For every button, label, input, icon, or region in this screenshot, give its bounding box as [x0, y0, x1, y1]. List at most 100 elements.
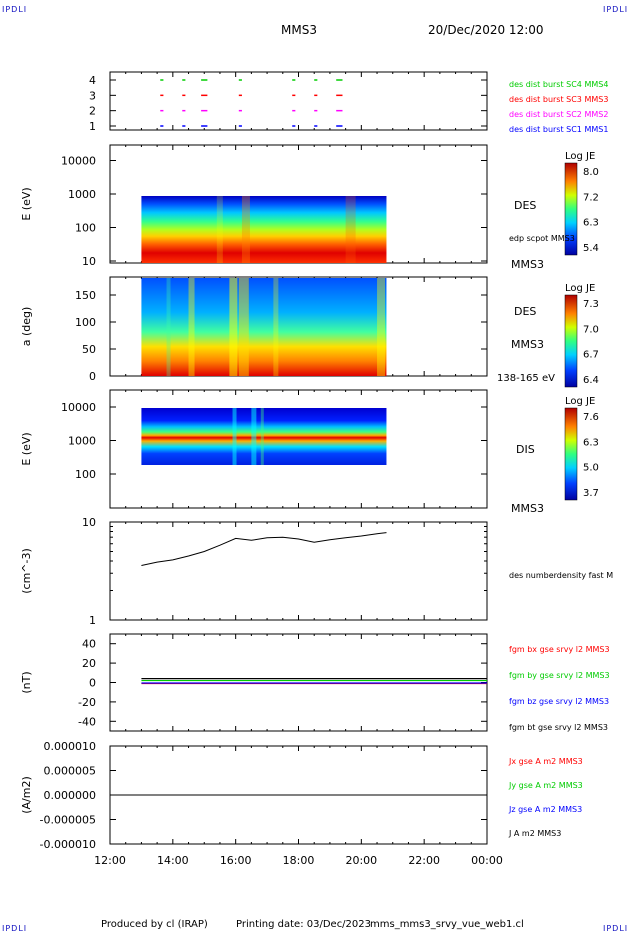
corner-mark-top-left: IPDLI — [2, 5, 28, 14]
footer-produced: Produced by cl (IRAP) — [101, 919, 208, 930]
field-legend-entry: fgm bt gse srvy l2 MMS3 — [509, 723, 608, 732]
page-datetime: 20/Dec/2020 12:00 — [428, 23, 544, 37]
panel-label: DES — [514, 305, 536, 318]
spectrogram-streak — [188, 278, 195, 376]
y-tick-label: 3 — [89, 89, 96, 102]
y-tick-label: 0 — [89, 677, 96, 690]
y-tick-label: 10000 — [61, 155, 96, 168]
spectrogram-image — [141, 278, 387, 376]
x-tick-label: 12:00 — [94, 854, 126, 867]
colorbar-tick-label: 5.0 — [583, 463, 599, 474]
spectrogram-image — [141, 196, 387, 263]
spacecraft-label: MMS3 — [511, 338, 544, 351]
footer-filename: mms_mms3_srvy_vue_web1.cl — [370, 919, 524, 930]
corner-mark-bottom-right: IPDLI — [603, 924, 629, 933]
corner-mark-top-right: IPDLI — [603, 5, 629, 14]
y-tick-label: 10000 — [61, 401, 96, 414]
burst-legend-entry: des dist burst SC3 MMS3 — [509, 95, 608, 104]
y-tick-label: 100 — [75, 222, 96, 235]
y-axis-label: (A/m2) — [20, 776, 33, 814]
colorbar-title: Log JE — [565, 396, 595, 407]
y-axis-label: (nT) — [20, 671, 33, 693]
colorbar — [564, 407, 578, 501]
y-tick-label: 10 — [82, 516, 96, 529]
y-tick-label: 100 — [75, 468, 96, 481]
footer-printing-date: Printing date: 03/Dec/2023 — [236, 919, 372, 930]
spectrogram-streak — [345, 196, 356, 263]
colorbar-tick-label: 5.4 — [583, 243, 599, 254]
spectrogram-streak — [232, 408, 237, 465]
colorbar — [564, 294, 578, 388]
y-tick-label: 150 — [75, 289, 96, 302]
y-axis-label: E (eV) — [20, 187, 33, 220]
panel-frame-4 — [109, 521, 488, 621]
y-tick-label: 1000 — [68, 435, 96, 448]
x-tick-label: 22:00 — [408, 854, 440, 867]
y-tick-label: 100 — [75, 316, 96, 329]
colorbar-tick-label: 7.2 — [583, 192, 599, 203]
y-axis-label: (cm^-3) — [20, 548, 33, 594]
panel-annotation: edp scpot MMS3 — [509, 234, 575, 243]
field-legend-entry: fgm bz gse srvy l2 MMS3 — [509, 697, 609, 706]
y-tick-label: 0 — [89, 370, 96, 383]
y-tick-label: -20 — [78, 696, 96, 709]
panel-label: DIS — [516, 443, 535, 456]
burst-legend-entry: des dist burst SC4 MMS4 — [509, 80, 608, 89]
field-legend-entry: fgm bx gse srvy l2 MMS3 — [509, 645, 610, 654]
spectrogram-image — [141, 408, 387, 465]
corner-mark-bottom-left: IPDLI — [2, 924, 28, 933]
colorbar-tick-label: 7.3 — [583, 299, 599, 310]
spectrogram-streak — [238, 278, 249, 376]
colorbar-tick-label: 8.0 — [583, 167, 599, 178]
y-tick-label: 40 — [82, 638, 96, 651]
density-line — [141, 532, 387, 566]
series-label: des numberdensity fast M — [509, 571, 613, 580]
y-tick-label: 4 — [89, 74, 96, 87]
colorbar — [564, 162, 578, 256]
field-legend-entry: fgm by gse srvy l2 MMS3 — [509, 671, 610, 680]
y-tick-label: 20 — [82, 657, 96, 670]
burst-legend-entry: des dist burst SC2 MMS2 — [509, 110, 608, 119]
y-tick-label: -0.000005 — [40, 814, 96, 827]
colorbar-tick-label: 6.3 — [583, 218, 599, 229]
spectrogram-streak — [260, 408, 264, 465]
colorbar-title: Log JE — [565, 151, 595, 162]
spectrogram-streak — [216, 196, 223, 263]
current-legend-entry: Jz gse A m2 MMS3 — [508, 805, 582, 814]
spectrogram-streak — [166, 278, 171, 376]
spectrogram-streak — [251, 408, 257, 465]
current-legend-entry: Jx gse A m2 MMS3 — [508, 757, 583, 766]
y-tick-label: 1000 — [68, 188, 96, 201]
panel-label: DES — [514, 199, 536, 212]
current-legend-entry: J A m2 MMS3 — [508, 829, 561, 838]
y-tick-label: 2 — [89, 105, 96, 118]
y-tick-label: 1 — [89, 614, 96, 627]
colorbar-tick-label: 6.4 — [583, 375, 599, 386]
y-tick-label: 0.000010 — [44, 740, 97, 753]
spectrogram-streak — [273, 278, 279, 376]
spectrogram-streak — [241, 196, 250, 263]
colorbar-tick-label: 7.0 — [583, 324, 599, 335]
spectrogram-streak — [377, 278, 386, 376]
y-axis-label: E (eV) — [20, 432, 33, 465]
colorbar-tick-label: 6.3 — [583, 437, 599, 448]
spacecraft-label: MMS3 — [511, 258, 544, 271]
colorbar-tick-label: 6.7 — [583, 350, 599, 361]
x-tick-label: 18:00 — [283, 854, 315, 867]
burst-legend-entry: des dist burst SC1 MMS1 — [509, 125, 608, 134]
x-tick-label: 14:00 — [157, 854, 189, 867]
page-title: MMS3 — [281, 23, 317, 37]
y-axis-label: a (deg) — [20, 307, 33, 347]
y-tick-label: 10 — [82, 255, 96, 268]
y-tick-label: 0.000005 — [44, 765, 97, 778]
colorbar-tick-label: 3.7 — [583, 488, 599, 499]
spectrogram-streak — [229, 278, 238, 376]
colorbar-title: Log JE — [565, 283, 595, 294]
x-tick-label: 20:00 — [345, 854, 377, 867]
panel-frame-0 — [109, 71, 488, 131]
spacecraft-label: MMS3 — [511, 502, 544, 515]
y-tick-label: 50 — [82, 343, 96, 356]
y-tick-label: -0.000010 — [40, 838, 96, 851]
current-legend-entry: Jy gse A m2 MMS3 — [508, 781, 583, 790]
